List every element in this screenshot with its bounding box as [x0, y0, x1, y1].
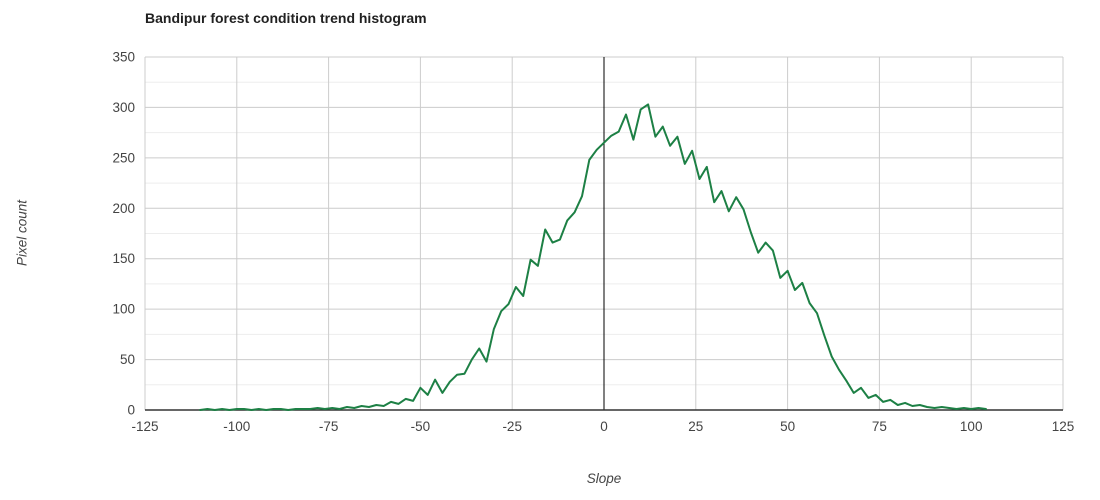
y-tick-label: 150 — [112, 251, 135, 266]
histogram-trend-line — [199, 103, 987, 411]
x-tick-label: -75 — [319, 419, 339, 434]
y-tick-label: 300 — [112, 100, 135, 115]
x-tick-label: 0 — [600, 419, 608, 434]
x-tick-label: 75 — [872, 419, 887, 434]
x-tick-label: 100 — [960, 419, 983, 434]
y-tick-label: 50 — [120, 352, 135, 367]
x-tick-label: -25 — [502, 419, 522, 434]
x-tick-label: -100 — [223, 419, 250, 434]
y-tick-label: 100 — [112, 302, 135, 317]
x-tick-label: 25 — [688, 419, 703, 434]
x-tick-label: 50 — [780, 419, 795, 434]
chart-title: Bandipur forest condition trend histogra… — [145, 10, 427, 26]
x-axis-title: Slope — [586, 471, 622, 486]
x-tick-label: -125 — [131, 419, 158, 434]
x-tick-label: 125 — [1052, 419, 1075, 434]
y-tick-label: 0 — [127, 403, 135, 418]
y-tick-label: 350 — [112, 50, 135, 65]
y-tick-label: 200 — [112, 201, 135, 216]
x-tick-label: -50 — [411, 419, 431, 434]
y-tick-label: 250 — [112, 150, 135, 165]
